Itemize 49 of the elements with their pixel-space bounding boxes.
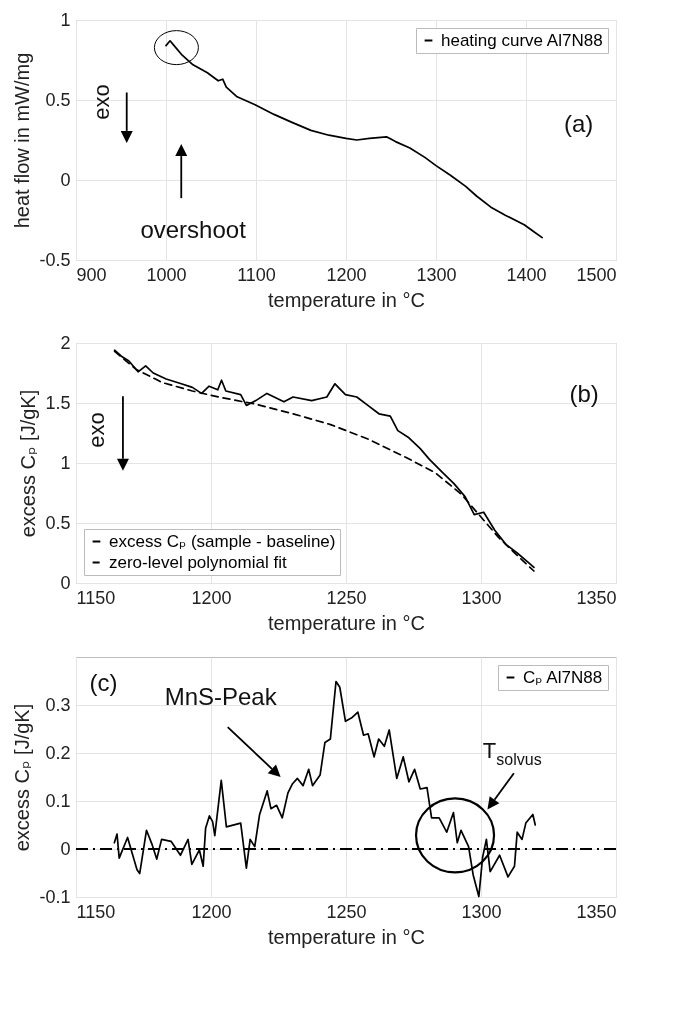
annotation: exo bbox=[89, 84, 115, 120]
x-tick-label: 1150 bbox=[76, 587, 116, 608]
annotation: (c) bbox=[89, 669, 118, 697]
y-tick-label: 0.5 bbox=[45, 512, 71, 533]
y-tick-label: 0 bbox=[60, 838, 71, 859]
x-tick-label: 1500 bbox=[576, 264, 617, 285]
x-axis-title: temperature in °C bbox=[268, 611, 425, 634]
x-tick-label: 1300 bbox=[461, 587, 502, 608]
y-tick-label: -0.1 bbox=[39, 886, 71, 907]
legend-label: heating curve Al7N88 bbox=[441, 30, 603, 50]
legend-label: Cₚ Al7N88 bbox=[523, 667, 603, 687]
x-tick-label: 900 bbox=[76, 264, 107, 285]
y-tick-label: 2 bbox=[60, 332, 71, 353]
x-tick-label: 1100 bbox=[237, 264, 276, 285]
legend-label: zero-level polynomial fit bbox=[109, 552, 287, 572]
x-tick-label: 1350 bbox=[576, 587, 617, 608]
y-tick-label: 0.5 bbox=[45, 89, 71, 110]
annotation: overshoot bbox=[140, 216, 247, 244]
y-tick-label: 1.5 bbox=[45, 392, 71, 413]
annotation: (a) bbox=[564, 110, 594, 138]
x-tick-label: 1350 bbox=[576, 901, 617, 922]
y-axis-title: heat flow in mW/mg bbox=[11, 52, 34, 229]
x-tick-label: 1400 bbox=[506, 264, 547, 285]
x-tick-label: 1300 bbox=[461, 901, 502, 922]
x-tick-label: 1000 bbox=[146, 264, 187, 285]
annotation: exo bbox=[83, 412, 109, 448]
y-tick-label: 0 bbox=[60, 169, 71, 190]
x-tick-label: 1200 bbox=[191, 901, 232, 922]
x-tick-label: 1250 bbox=[326, 901, 367, 922]
annotation: (b) bbox=[569, 380, 599, 408]
legend-label: excess Cₚ (sample - baseline) bbox=[109, 531, 336, 551]
y-tick-label: 0.2 bbox=[45, 742, 71, 763]
y-tick-label: 0 bbox=[60, 572, 71, 593]
x-tick-label: 1250 bbox=[326, 587, 367, 608]
x-axis-title: temperature in °C bbox=[268, 288, 425, 311]
y-tick-label: 1 bbox=[60, 9, 71, 30]
x-tick-label: 1200 bbox=[191, 587, 232, 608]
y-axis-title: excess Cₚ [J/gK] bbox=[17, 389, 40, 538]
y-tick-label: 1 bbox=[60, 452, 71, 473]
y-tick-label: -0.5 bbox=[39, 249, 71, 270]
x-tick-label: 1200 bbox=[326, 264, 367, 285]
x-tick-label: 1300 bbox=[416, 264, 457, 285]
annotation: T$_{solvus}$ bbox=[482, 737, 542, 768]
x-tick-label: 1150 bbox=[76, 901, 116, 922]
x-axis-title: temperature in °C bbox=[268, 925, 425, 948]
annotation: MnS-Peak bbox=[164, 682, 278, 710]
y-tick-label: 0.1 bbox=[45, 790, 71, 811]
y-tick-label: 0.3 bbox=[45, 694, 71, 715]
y-axis-title: excess Cₚ [J/gK] bbox=[11, 703, 34, 852]
